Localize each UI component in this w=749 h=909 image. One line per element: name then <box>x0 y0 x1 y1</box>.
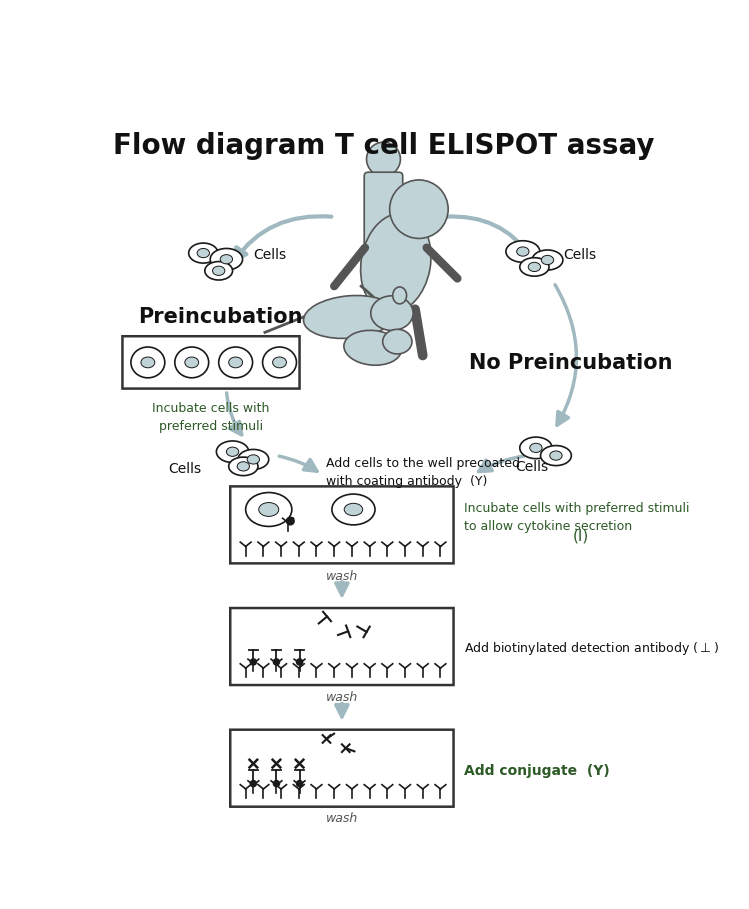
Circle shape <box>273 781 279 786</box>
Ellipse shape <box>517 247 529 256</box>
Ellipse shape <box>246 493 292 526</box>
FancyBboxPatch shape <box>122 336 300 388</box>
Text: Cells: Cells <box>515 460 548 474</box>
Circle shape <box>297 659 303 665</box>
FancyArrowPatch shape <box>555 285 577 425</box>
Ellipse shape <box>528 263 541 272</box>
Text: wash: wash <box>326 812 358 825</box>
Ellipse shape <box>303 295 395 338</box>
Ellipse shape <box>228 357 243 368</box>
Ellipse shape <box>344 330 401 365</box>
FancyArrowPatch shape <box>279 456 317 471</box>
FancyArrowPatch shape <box>227 393 242 435</box>
Ellipse shape <box>360 214 431 313</box>
Text: Add cells to the well precoated
with coating antibody  (Y): Add cells to the well precoated with coa… <box>327 457 521 488</box>
FancyBboxPatch shape <box>230 486 454 564</box>
Text: Cells: Cells <box>253 248 286 263</box>
Circle shape <box>297 781 303 786</box>
Text: wash: wash <box>326 691 358 704</box>
Ellipse shape <box>520 437 552 459</box>
FancyBboxPatch shape <box>230 730 454 806</box>
Ellipse shape <box>204 262 232 280</box>
Ellipse shape <box>520 257 549 276</box>
Ellipse shape <box>263 347 297 378</box>
Text: Add biotinylated detection antibody ($\bot$): Add biotinylated detection antibody ($\b… <box>464 640 718 656</box>
FancyBboxPatch shape <box>230 608 454 685</box>
Ellipse shape <box>213 266 225 275</box>
Ellipse shape <box>238 449 269 469</box>
FancyArrowPatch shape <box>336 704 348 717</box>
Circle shape <box>250 659 256 665</box>
Text: Cells: Cells <box>169 463 201 476</box>
Ellipse shape <box>185 357 198 368</box>
Ellipse shape <box>197 248 210 257</box>
Ellipse shape <box>216 441 249 463</box>
Ellipse shape <box>247 454 259 464</box>
Ellipse shape <box>226 447 239 456</box>
Circle shape <box>286 517 294 524</box>
FancyArrowPatch shape <box>336 582 348 595</box>
Text: wash: wash <box>326 570 358 583</box>
Ellipse shape <box>371 295 413 331</box>
Ellipse shape <box>220 255 232 264</box>
FancyArrowPatch shape <box>479 456 524 472</box>
Ellipse shape <box>237 462 249 471</box>
Circle shape <box>250 781 256 786</box>
FancyBboxPatch shape <box>364 172 403 249</box>
Text: Flow diagram T cell ELISPOT assay: Flow diagram T cell ELISPOT assay <box>113 132 654 160</box>
Text: Cells: Cells <box>563 248 596 263</box>
Ellipse shape <box>541 445 571 465</box>
Ellipse shape <box>383 329 412 354</box>
Text: No Preincubation: No Preincubation <box>469 354 673 374</box>
Ellipse shape <box>258 503 279 516</box>
Ellipse shape <box>506 241 540 263</box>
Ellipse shape <box>175 347 209 378</box>
Text: Preincubation: Preincubation <box>138 307 303 327</box>
Text: Incubate cells with preferred stimuli
to allow cytokine secretion: Incubate cells with preferred stimuli to… <box>464 502 689 533</box>
Ellipse shape <box>273 357 286 368</box>
Ellipse shape <box>332 494 375 524</box>
Ellipse shape <box>219 347 252 378</box>
Ellipse shape <box>530 444 542 453</box>
Circle shape <box>389 180 448 238</box>
Ellipse shape <box>542 255 554 265</box>
FancyArrowPatch shape <box>234 216 331 261</box>
Ellipse shape <box>141 357 155 368</box>
Ellipse shape <box>550 451 562 460</box>
Ellipse shape <box>392 287 407 304</box>
Text: Add conjugate  (Y): Add conjugate (Y) <box>464 764 609 778</box>
Ellipse shape <box>131 347 165 378</box>
Text: Incubate cells with
preferred stimuli: Incubate cells with preferred stimuli <box>152 402 270 433</box>
Ellipse shape <box>210 248 243 270</box>
Ellipse shape <box>345 504 363 515</box>
Ellipse shape <box>364 247 403 271</box>
FancyArrowPatch shape <box>445 216 530 257</box>
Ellipse shape <box>532 250 563 270</box>
Circle shape <box>273 659 279 665</box>
Circle shape <box>366 142 401 176</box>
Text: (I): (I) <box>573 529 589 544</box>
Ellipse shape <box>189 243 218 263</box>
Ellipse shape <box>228 457 258 475</box>
